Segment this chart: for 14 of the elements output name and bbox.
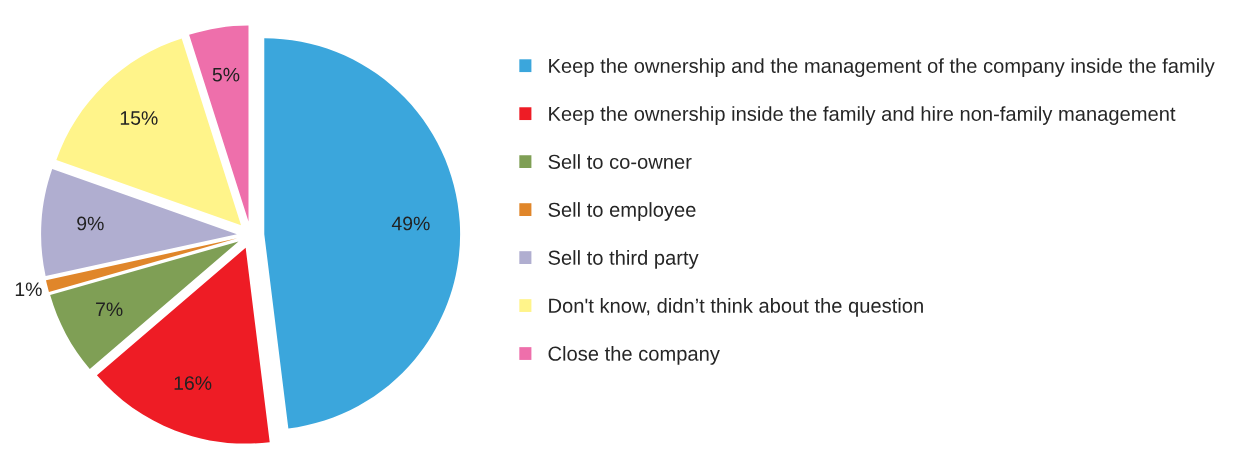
- legend-label: Sell to third party: [548, 250, 699, 269]
- data-label: 15%: [120, 111, 158, 125]
- data-label: 7%: [96, 302, 123, 317]
- legend-label: Sell to co-owner: [548, 154, 692, 169]
- legend-label: Close the company: [548, 346, 720, 365]
- legend-label: Keep the ownership and the management of the company inside the family: [549, 58, 1215, 77]
- data-label: 9%: [77, 216, 104, 231]
- data-label: 5%: [212, 67, 240, 82]
- data-label: 49%: [391, 216, 430, 231]
- data-label: 16%: [174, 376, 212, 390]
- legend-label: Don't know, didn’t think about the question: [549, 298, 923, 317]
- legend-label: Sell to employee: [548, 202, 696, 221]
- legend-label: Keep the ownership inside the family and hire non-family management: [549, 106, 1176, 125]
- data-label: 1%: [15, 282, 42, 297]
